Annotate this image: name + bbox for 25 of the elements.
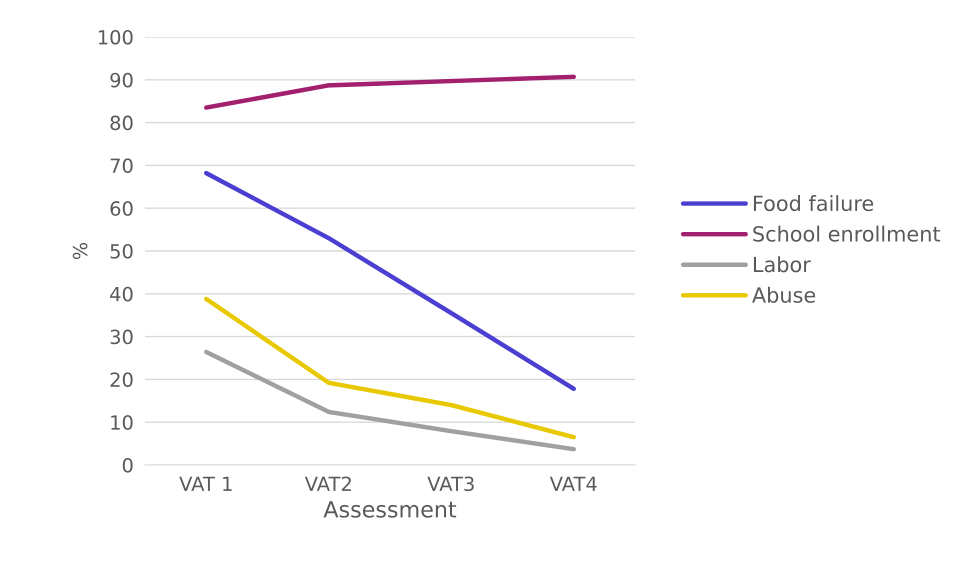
x-tick-label: VAT2 [304,476,351,491]
y-tick-label: 70 [110,158,133,174]
y-tick-label: 40 [110,286,133,302]
y-tick-label: 20 [110,372,133,388]
legend-label: Food failure [754,195,874,212]
legend-label: Abuse [752,286,816,303]
x-tick-label: VAT 1 [179,476,232,491]
y-tick-label: 0 [122,458,133,473]
line-series [204,170,576,392]
line-series [204,350,576,452]
y-tick-label: 10 [111,415,133,430]
y-tick-label: 90 [110,72,133,88]
y-axis-title: % [72,242,88,260]
line-series [204,74,576,110]
line-series [204,296,576,440]
y-tick-label: 60 [110,201,133,216]
x-tick-label: VAT3 [427,476,474,492]
y-tick-label: 100 [98,30,133,45]
y-tick-label: 50 [110,244,133,259]
y-tick-label: 80 [110,116,133,130]
x-axis-title: Assessment [324,501,456,518]
y-tick-label: 30 [110,330,133,344]
legend-label: School enrollment [753,226,940,242]
x-tick-label: VAT4 [550,476,597,491]
legend-label: Labor [754,256,811,272]
